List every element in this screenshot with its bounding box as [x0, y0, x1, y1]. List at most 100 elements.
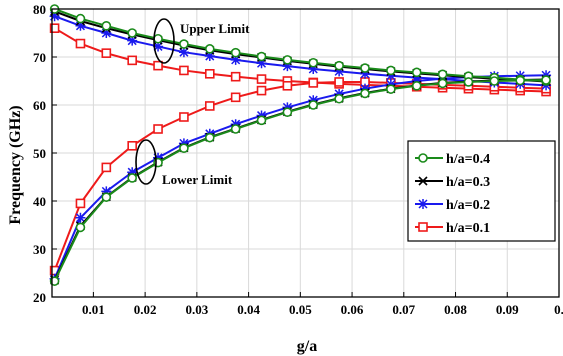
data-point	[334, 60, 344, 71]
data-point	[75, 20, 86, 31]
data-point	[179, 143, 189, 153]
data-point	[411, 67, 422, 78]
x-axis-title: g/a	[297, 338, 317, 355]
y-tick-label: 60	[33, 98, 46, 113]
data-point	[75, 13, 86, 24]
data-point	[360, 88, 370, 99]
data-point	[437, 78, 448, 89]
data-point	[386, 84, 396, 94]
data-point	[178, 138, 189, 149]
data-point	[541, 70, 552, 81]
data-point	[204, 69, 215, 79]
y-axis-title: Frequency (GHz)	[7, 105, 24, 224]
data-point	[385, 70, 396, 81]
data-point	[515, 75, 525, 86]
data-point	[411, 76, 422, 86]
data-point	[437, 69, 448, 80]
data-point	[386, 65, 396, 76]
series-h/a=0.4	[49, 4, 551, 286]
data-point	[179, 112, 189, 122]
lower-limit-annotation: Lower Limit	[162, 172, 233, 187]
legend-marker	[418, 153, 428, 163]
data-point	[75, 212, 86, 223]
data-point	[127, 173, 137, 183]
data-point	[127, 28, 137, 38]
data-point	[463, 77, 474, 87]
data-point	[282, 107, 293, 117]
legend-marker	[418, 176, 428, 186]
data-point	[256, 85, 267, 96]
data-point	[75, 198, 86, 209]
data-point	[153, 33, 163, 44]
data-point	[359, 68, 370, 79]
x-tick-label: 0.08	[444, 302, 467, 317]
data-point	[308, 78, 319, 88]
x-tick-label: 0.05	[289, 302, 312, 317]
data-point	[385, 79, 396, 90]
data-point	[541, 75, 551, 85]
data-point	[360, 63, 370, 73]
data-point	[75, 38, 86, 49]
data-point	[127, 55, 137, 66]
data-point	[230, 47, 241, 58]
data-point	[178, 47, 189, 58]
data-point	[308, 57, 319, 68]
series-layer	[49, 4, 552, 286]
upper-limit-ellipse	[153, 18, 175, 64]
data-point	[127, 35, 138, 46]
data-point	[204, 44, 215, 54]
data-point	[256, 51, 267, 62]
data-point	[204, 101, 215, 111]
y-tick-label: 30	[33, 242, 46, 257]
data-point	[49, 11, 60, 22]
x-tick-label: 0.03	[185, 302, 208, 317]
data-point	[204, 51, 215, 62]
data-point	[204, 132, 215, 143]
data-point	[256, 58, 267, 69]
data-point	[359, 83, 370, 94]
data-point	[101, 192, 112, 202]
tick-labels: 0.01 0.02 0.03 0.04 0.05 0.06 0.07 0.08 0.09 0. 20…	[33, 2, 563, 317]
data-point	[153, 152, 164, 163]
data-point	[334, 93, 344, 104]
y-tick-label: 40	[33, 194, 46, 209]
legend-marker	[418, 222, 428, 232]
data-point	[282, 81, 293, 91]
data-point	[308, 95, 319, 106]
x-tick-label: 0.01	[82, 302, 105, 317]
data-point	[308, 100, 319, 110]
data-point	[49, 23, 60, 34]
legend-label: h/a=0.3	[446, 175, 490, 190]
y-tick-label: 70	[33, 50, 46, 65]
y-tick-label: 80	[33, 2, 46, 17]
x-tick-label: 0.06	[341, 302, 364, 317]
data-point	[101, 162, 112, 173]
x-tick-label: 0.07	[392, 302, 415, 317]
data-point	[230, 54, 241, 65]
lower-limit-ellipse	[135, 139, 157, 185]
legend-label: h/a=0.4	[446, 152, 490, 167]
data-point	[153, 60, 163, 71]
data-point	[179, 65, 189, 76]
data-point	[334, 77, 344, 87]
data-point	[334, 88, 345, 99]
x-tick-label: 0.02	[134, 302, 157, 317]
data-point	[256, 110, 267, 121]
data-point	[101, 48, 112, 58]
y-tick-label: 50	[33, 146, 46, 161]
data-point	[256, 74, 267, 84]
data-point	[282, 55, 293, 65]
data-point	[230, 119, 241, 130]
data-point	[153, 124, 163, 134]
legend: h/a=0.4 h/a=0.3 h/a=0.2 h/a=0.1	[407, 140, 556, 242]
data-point	[282, 61, 293, 72]
data-point	[411, 81, 422, 91]
data-point	[334, 66, 345, 77]
data-point	[308, 64, 319, 74]
y-tick-label: 20	[33, 290, 46, 305]
x-tick-label: 0.09	[496, 302, 519, 317]
data-point	[127, 141, 137, 151]
data-point	[256, 115, 267, 126]
x-tick-label: 0.	[554, 302, 563, 317]
